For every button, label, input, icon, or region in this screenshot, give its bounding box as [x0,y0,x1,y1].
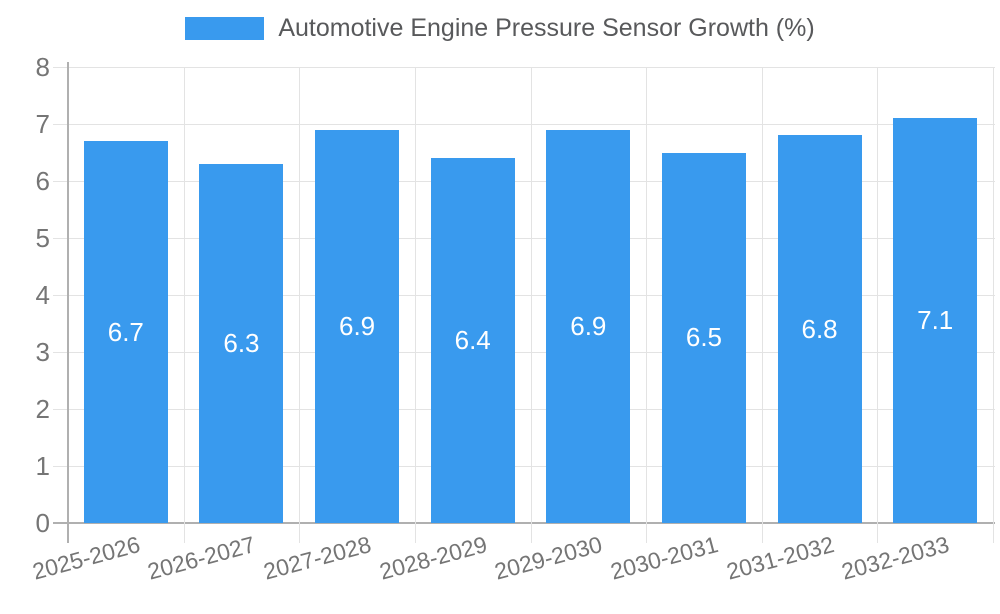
x-gridline [877,67,879,543]
x-gridline [993,67,994,543]
y-tick-label: 1 [35,451,50,481]
bar[interactable]: 6.3 [199,163,284,523]
x-gridline [299,67,301,543]
bar-value-label: 6.8 [801,313,838,344]
y-gridline [53,409,995,410]
legend-series-label: Automotive Engine Pressure Sensor Growth… [278,14,815,42]
bar[interactable]: 7.1 [893,118,978,523]
y-tick-label: 3 [35,337,50,367]
y-axis-line [67,62,69,543]
y-tick-label: 4 [35,280,50,310]
y-gridline [53,124,995,125]
bar-value-label: 7.1 [917,305,954,336]
bar[interactable]: 6.9 [546,129,631,523]
bar[interactable]: 6.8 [777,135,862,523]
y-tick-label: 2 [35,394,50,424]
bar-value-label: 6.5 [685,322,723,353]
bar-value-label: 6.9 [338,310,376,341]
bar[interactable]: 6.4 [430,158,515,523]
y-tick-label: 5 [35,223,50,253]
bar-value-label: 6.4 [454,325,491,356]
bar[interactable]: 6.9 [315,129,400,523]
y-tick-label: 8 [35,52,50,82]
legend-color-swatch [185,17,265,40]
bar-value-label: 6.9 [570,310,607,341]
x-gridline [646,67,648,543]
x-axis-line [53,522,995,524]
y-gridline [53,466,995,467]
bar[interactable]: 6.5 [661,152,746,523]
y-tick-label: 0 [35,508,50,538]
chart-legend: Automotive Engine Pressure Sensor Growth… [0,14,1000,43]
legend-item[interactable]: Automotive Engine Pressure Sensor Growth… [185,14,815,43]
bar[interactable]: 6.7 [83,141,168,523]
plot-area: 0 1 2 3 4 5 6 7 8 6.7 6.3 6.9 6.4 6.9 6.5 6.8 7.1 2025-20… [30,52,995,585]
y-gridline [53,295,995,296]
bar-value-label: 6.3 [223,327,260,358]
y-tick-label: 6 [35,166,50,196]
x-gridline [414,67,416,543]
x-gridline [761,67,763,543]
x-gridline [530,67,532,543]
y-tick-label: 7 [35,109,50,139]
x-gridline [183,67,185,543]
y-gridline [53,238,995,239]
bar-value-label: 6.7 [107,316,144,347]
y-gridline [53,181,995,182]
y-gridline [53,67,995,68]
y-gridline [53,352,995,353]
bar-chart: Automotive Engine Pressure Sensor Growth… [0,14,1000,585]
